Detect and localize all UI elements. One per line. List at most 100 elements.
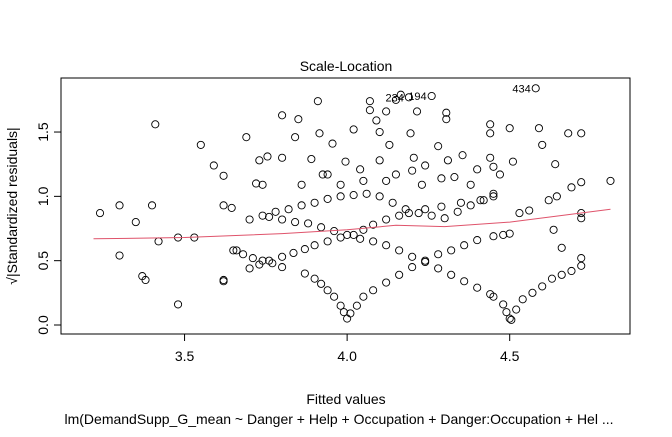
- data-point: [291, 218, 300, 227]
- data-point: [417, 180, 426, 189]
- data-point: [227, 203, 236, 212]
- data-point: [486, 153, 495, 162]
- data-marks: 234 194 434: [93, 83, 615, 324]
- y-tick-label: 0.5: [35, 251, 51, 271]
- data-point: [606, 176, 615, 185]
- data-point: [502, 308, 511, 317]
- data-point: [317, 223, 326, 232]
- data-point: [323, 170, 332, 179]
- data-point: [265, 256, 274, 265]
- data-point: [323, 237, 332, 246]
- labeled-data-point: [404, 93, 413, 102]
- data-point: [442, 108, 451, 117]
- data-point: [499, 300, 508, 309]
- data-point: [447, 246, 456, 255]
- data-point: [336, 192, 345, 201]
- data-point: [557, 243, 566, 252]
- smooth-trend-line: [93, 208, 611, 240]
- data-point: [300, 269, 309, 278]
- x-tick-label: 4.0: [337, 348, 357, 364]
- data-point: [479, 196, 488, 205]
- data-point: [486, 120, 495, 129]
- data-point: [567, 183, 576, 192]
- data-point: [328, 139, 337, 148]
- data-point: [239, 250, 248, 259]
- data-point: [310, 198, 319, 207]
- data-point: [486, 129, 495, 138]
- data-point: [255, 260, 264, 269]
- data-point: [349, 230, 358, 239]
- data-point: [359, 176, 368, 185]
- data-point: [577, 214, 586, 223]
- data-point: [577, 261, 586, 270]
- data-point: [336, 301, 345, 310]
- data-point: [369, 220, 378, 229]
- data-point: [528, 288, 537, 297]
- data-point: [552, 192, 561, 201]
- model-formula-subtitle: lm(DemandSupp_G_mean ~ Danger + Help + O…: [64, 411, 613, 427]
- data-point: [245, 264, 254, 273]
- data-point: [265, 212, 274, 221]
- data-point: [476, 196, 485, 205]
- chart-title: Scale-Location: [300, 58, 393, 74]
- data-point: [409, 153, 418, 162]
- data-point: [427, 211, 436, 220]
- data-point: [294, 115, 303, 124]
- data-point: [131, 218, 140, 227]
- plot-box: [60, 77, 631, 335]
- data-point: [473, 165, 482, 174]
- labeled-data-point: [531, 84, 540, 93]
- data-point: [232, 246, 241, 255]
- data-point: [408, 252, 417, 261]
- data-point: [365, 106, 374, 115]
- axes: 3.5 4.0 4.5 0.0 0.5 1.0 1.5: [35, 122, 520, 364]
- data-point: [369, 286, 378, 295]
- data-point: [219, 171, 228, 180]
- data-point: [304, 219, 313, 228]
- data-point: [359, 225, 368, 234]
- data-point: [489, 232, 498, 241]
- data-point: [404, 209, 413, 218]
- data-point: [336, 180, 345, 189]
- point-label: 234: [386, 92, 404, 104]
- data-point: [564, 129, 573, 138]
- data-point: [518, 295, 527, 304]
- y-tick-label: 1.5: [35, 122, 51, 142]
- data-point: [567, 266, 576, 276]
- data-point: [421, 161, 430, 170]
- data-point: [443, 156, 452, 165]
- data-point: [278, 252, 287, 261]
- data-point: [255, 156, 264, 165]
- data-point: [437, 174, 446, 183]
- data-point: [115, 201, 124, 210]
- data-point: [297, 201, 306, 210]
- data-point: [346, 309, 355, 318]
- data-point: [508, 157, 517, 166]
- data-point: [534, 124, 544, 133]
- data-point: [396, 90, 405, 99]
- data-point: [154, 237, 163, 246]
- data-point: [349, 125, 358, 134]
- data-point: [375, 156, 384, 165]
- data-point: [442, 115, 451, 124]
- data-point: [395, 246, 404, 255]
- data-point: [421, 205, 430, 214]
- data-point: [252, 179, 261, 188]
- data-point: [382, 107, 391, 116]
- data-point: [263, 152, 272, 161]
- data-point: [356, 234, 365, 243]
- data-point: [544, 196, 553, 205]
- data-point: [458, 151, 467, 160]
- data-point: [473, 236, 482, 245]
- data-point: [434, 264, 443, 273]
- data-point: [434, 142, 443, 151]
- data-point: [339, 308, 348, 317]
- point-label: 194: [408, 91, 426, 103]
- data-point: [505, 229, 514, 238]
- data-point: [408, 166, 417, 175]
- data-point: [391, 170, 400, 179]
- data-point: [489, 292, 498, 301]
- data-point: [414, 209, 423, 218]
- data-point: [466, 201, 475, 210]
